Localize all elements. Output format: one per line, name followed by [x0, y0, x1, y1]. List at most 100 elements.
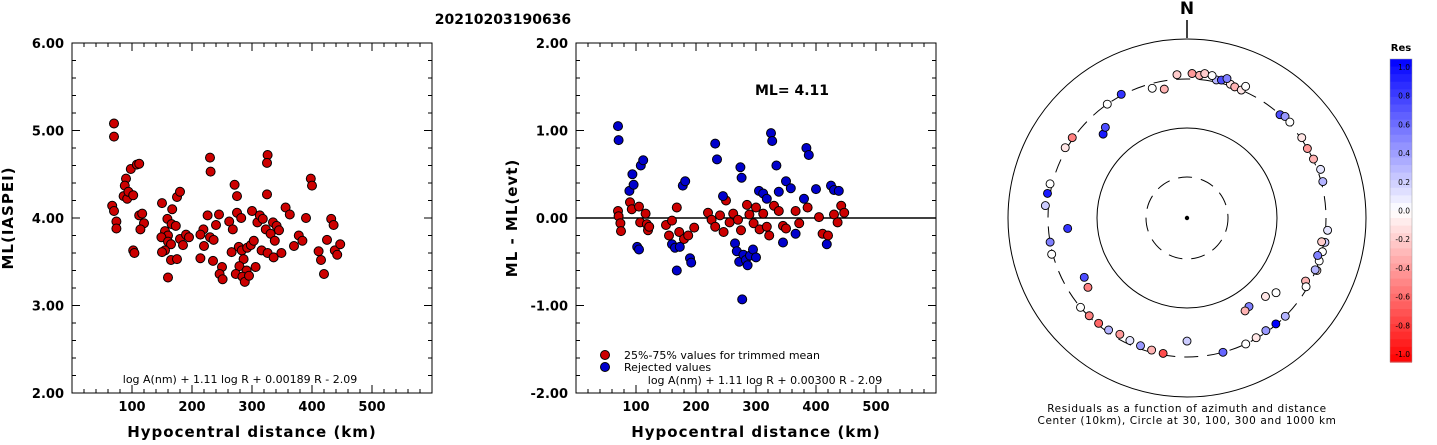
station-point	[1271, 319, 1281, 329]
station-point	[1301, 282, 1311, 292]
data-point	[284, 209, 295, 220]
colorbar-swatch	[1390, 202, 1412, 212]
station-point	[1047, 249, 1057, 259]
colorbar-swatch	[1390, 142, 1412, 151]
data-point	[157, 198, 167, 209]
station-point	[1063, 223, 1073, 233]
data-point	[199, 241, 209, 251]
station-point	[1159, 84, 1169, 94]
colorbar-swatch	[1390, 248, 1412, 257]
data-point	[773, 206, 784, 216]
station-point	[1207, 71, 1217, 81]
data-point	[781, 176, 791, 187]
data-point	[627, 169, 638, 180]
colorbar-swatch	[1390, 81, 1412, 90]
station-point	[1094, 318, 1104, 328]
y-axis-label: ML - ML(evt)	[503, 159, 521, 277]
station-point	[1147, 83, 1157, 93]
colorbar-swatch	[1390, 308, 1412, 318]
data-point	[208, 255, 218, 266]
station-point	[1187, 69, 1197, 78]
station-point	[1261, 292, 1270, 301]
data-point	[736, 172, 747, 183]
data-point	[170, 220, 181, 231]
x-tick-label: 500	[862, 400, 889, 415]
data-point	[735, 162, 746, 173]
data-points	[613, 121, 850, 305]
station-point	[1158, 348, 1168, 358]
data-point	[205, 152, 215, 163]
colorbar-tick-label: -0.8	[1395, 321, 1410, 330]
data-point	[751, 252, 761, 263]
data-point	[778, 237, 788, 248]
data-point	[689, 222, 700, 233]
legend-label-trimmed: 25%-75% values for trimmed mean	[624, 349, 820, 362]
data-point	[262, 157, 272, 168]
data-point	[128, 190, 139, 201]
data-point	[737, 294, 748, 305]
colorbar-swatch	[1390, 346, 1412, 356]
station-point	[1222, 74, 1232, 84]
y-tick-labels: 6.00 5.00 4.00 3.00 2.00	[32, 37, 64, 402]
data-point	[332, 249, 343, 260]
station-point	[1302, 144, 1312, 153]
station-point	[1079, 272, 1089, 282]
data-point	[671, 265, 682, 276]
data-point	[276, 248, 287, 258]
station-point	[1100, 122, 1110, 132]
data-point	[217, 274, 228, 285]
x-tick-label: 500	[358, 400, 385, 415]
colorbar-swatch	[1390, 104, 1412, 113]
data-point	[205, 166, 216, 177]
station-point	[1084, 311, 1094, 321]
colorbar-tick-label: -0.4	[1395, 264, 1410, 273]
data-point	[134, 158, 145, 169]
colorbar-swatch	[1390, 165, 1412, 174]
x-tick-label: 400	[802, 400, 829, 415]
colorbar-swatch	[1390, 180, 1412, 189]
ring-300km	[1047, 78, 1327, 358]
colorbar-tick-label: 1.0	[1398, 63, 1410, 72]
data-point	[751, 202, 761, 213]
data-point	[644, 221, 655, 232]
station-point	[1271, 288, 1281, 298]
station-point	[1102, 99, 1112, 109]
x-tick-label: 100	[622, 400, 649, 415]
x-tick-labels: 100 200 300 400 500	[118, 400, 385, 415]
data-point	[680, 176, 691, 187]
station-points	[1040, 69, 1333, 358]
colorbar-tick-label: 0.2	[1398, 178, 1410, 187]
colorbar-swatch	[1390, 271, 1412, 280]
legend-marker-trimmed	[600, 350, 610, 360]
ml-residual-chart: 2.00 1.00 0.00 -1.00 -2.00 100 200 300 400 500 M…	[503, 37, 937, 441]
data-point	[674, 241, 685, 252]
data-point	[211, 220, 221, 230]
data-point	[771, 160, 782, 171]
event-id-title: 20210203190636	[435, 12, 571, 28]
colorbar-swatch	[1390, 324, 1412, 333]
data-point	[248, 235, 259, 246]
station-point	[1182, 336, 1192, 346]
data-point	[764, 230, 775, 241]
station-point	[1280, 112, 1290, 121]
data-point	[274, 225, 284, 236]
station-point	[1083, 282, 1093, 292]
colorbar-swatches	[1389, 58, 1413, 363]
ml-value-annotation: ML= 4.11	[755, 83, 829, 99]
data-point	[718, 227, 729, 237]
colorbar-swatch	[1390, 278, 1412, 287]
data-point	[167, 204, 178, 215]
data-point	[137, 208, 148, 219]
data-point	[833, 185, 844, 196]
colorbar-swatch	[1390, 112, 1412, 121]
y-tick-labels: 2.00 1.00 0.00 -1.00 -2.00	[531, 37, 568, 402]
y-tick-label: 2.00	[536, 37, 568, 52]
station-point	[1317, 237, 1327, 247]
data-point	[111, 223, 122, 234]
epicenter-dot	[1184, 215, 1190, 221]
colorbar-swatch	[1390, 74, 1412, 83]
station-point	[1261, 326, 1271, 336]
y-tick-label: 6.00	[32, 37, 64, 52]
data-point	[313, 246, 324, 257]
